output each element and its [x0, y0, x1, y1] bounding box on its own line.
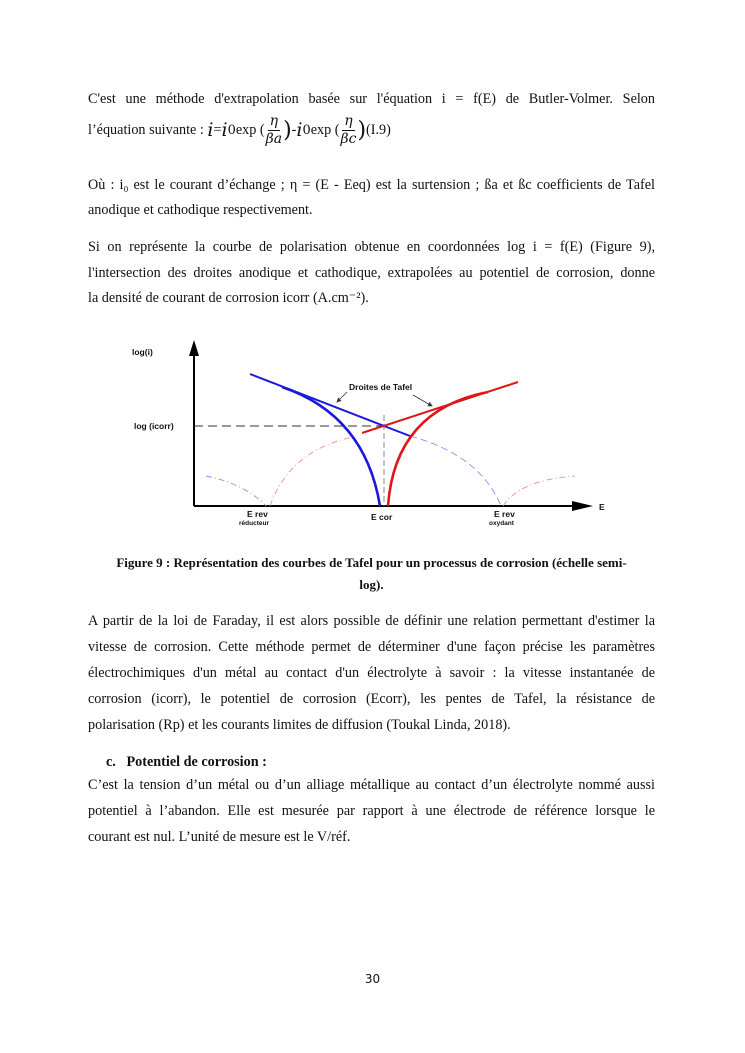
eq-sub0: 0 [302, 122, 311, 138]
fraction-a: η βa [266, 113, 282, 148]
reducteur-label: réducteur [239, 520, 269, 527]
paragraph-line: C’est la tension d’un métal ou d’un alli… [88, 777, 655, 793]
eq-minus: - [291, 121, 297, 138]
anodic-tafel-line [361, 381, 519, 434]
y-axis-arrow [189, 340, 199, 356]
beta-c: βc [340, 130, 357, 147]
erev-reducteur-label: E rev [247, 509, 268, 519]
section-heading: c. Potentiel de corrosion : [106, 754, 267, 770]
eq-sub0: 0 [227, 122, 236, 138]
tafel-annotation: Droites de Tafel [349, 382, 412, 392]
anodic-faint-branch [502, 475, 576, 507]
eq-i: i [207, 119, 214, 141]
anodic-curve [386, 390, 489, 507]
paragraph-line: Où : i₀ est le courant d’échange ; η = (… [88, 177, 655, 193]
paragraph-line: l'intersection des droites anodique et c… [88, 265, 655, 281]
erev-oxydant-label: E rev [494, 509, 515, 519]
x-axis-arrow [572, 501, 593, 511]
annotation-arrow [336, 391, 348, 403]
cathodic-curve [281, 385, 382, 507]
cathodic-faint-branch [409, 435, 502, 507]
anodic-faint-branch [269, 436, 354, 507]
paragraph-line: polarisation (Rp) et les courants limite… [88, 717, 511, 733]
paragraph-line: électrochimiques d'un métal au contact d… [88, 665, 655, 681]
y-axis-label: log(i) [132, 347, 153, 357]
eq-i0: i [296, 119, 303, 141]
eta: η [342, 112, 355, 131]
paragraph-line: vitesse de corrosion. Cette méthode perm… [88, 639, 655, 655]
paragraph-line: courant est nul. L’unité de mesure est l… [88, 829, 351, 845]
eq-exp: exp ( [235, 121, 265, 138]
paragraph-line: la densité de courant de corrosion icorr… [88, 290, 369, 306]
eq-exp: exp ( [310, 121, 340, 138]
icorr-label: log (icorr) [134, 421, 174, 431]
equation-number: (I.9) [366, 121, 391, 138]
paragraph-line: anodique et cathodique respectivement. [88, 202, 313, 218]
annotation-arrow [412, 394, 433, 407]
eq-paren: ) [283, 117, 292, 143]
oxydant-label: oxydant [489, 520, 515, 527]
paragraph-line: corrosion (icorr), le potentiel de corro… [88, 691, 655, 707]
eta: η [267, 112, 281, 131]
eq-i0: i [221, 119, 228, 141]
paragraph-line: C'est une méthode d'extrapolation basée … [88, 91, 655, 107]
figure-caption: Figure 9 : Représentation des courbes de… [116, 555, 627, 570]
paragraph-line: potentiel à l’abandon. Elle est mesurée … [88, 803, 655, 819]
page-number: 30 [364, 972, 381, 986]
paragraph-line: A partir de la loi de Faraday, il est al… [88, 613, 655, 629]
fraction-c: η βc [341, 113, 357, 148]
equation-intro: l’équation suivante : [88, 121, 204, 138]
ecor-label: E cor [371, 512, 393, 522]
figure-caption: log). [359, 577, 384, 592]
eq-equals: = [213, 121, 222, 138]
paragraph-line: Si on représente la courbe de polarisati… [88, 239, 655, 255]
cathodic-faint-branch [205, 475, 267, 507]
beta-a: βa [265, 130, 283, 147]
eq-paren: ) [357, 117, 367, 143]
x-axis-label: E [599, 502, 605, 512]
